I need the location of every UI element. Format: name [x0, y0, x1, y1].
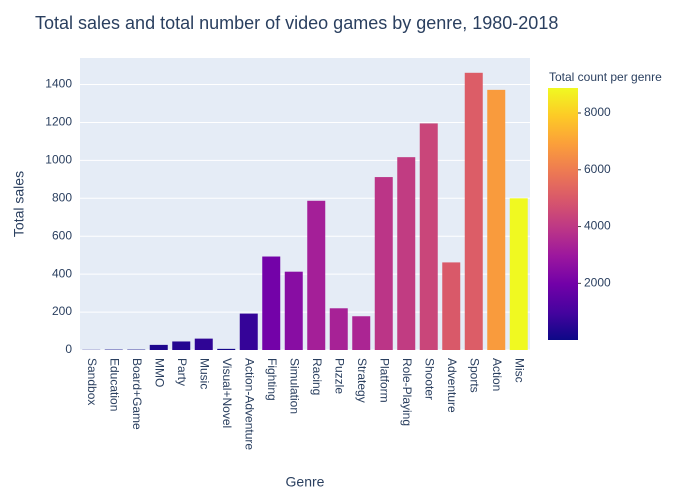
plot-area [80, 58, 530, 350]
bar [374, 177, 393, 350]
x-tick-label: Education [108, 358, 122, 411]
y-tick-label: 1200 [45, 115, 72, 129]
bar [149, 344, 168, 350]
x-tick-label: Misc [513, 358, 527, 383]
x-tick-label: Role-Playing [400, 358, 414, 426]
x-tick-label: Shooter [423, 358, 437, 400]
bar [442, 262, 461, 350]
x-tick-label: Simulation [288, 358, 302, 414]
x-tick-label: Music [198, 358, 212, 389]
bar [262, 256, 281, 350]
y-axis-title: Total sales [11, 171, 27, 237]
x-tick-label: Adventure [445, 358, 459, 413]
bar [487, 89, 506, 350]
y-tick-label: 600 [52, 228, 72, 242]
bar [397, 157, 416, 350]
y-tick-label: 400 [52, 266, 72, 280]
bar [464, 72, 483, 350]
x-tick-label: Fighting [265, 358, 279, 401]
colorbar-tick-label: 4000 [584, 219, 611, 233]
x-tick-label: Sandbox [85, 358, 99, 405]
x-tick-label: Racing [310, 358, 324, 395]
bar [172, 341, 191, 350]
x-tick-label: Platform [378, 358, 392, 403]
x-tick-label: MMO [153, 358, 167, 387]
bar [239, 313, 258, 350]
x-axis-title: Genre [286, 474, 325, 490]
x-tick-label: Board+Game [130, 358, 144, 430]
x-tick-label: Action-Adventure [243, 358, 257, 450]
y-tick-label: 200 [52, 304, 72, 318]
y-tick-label: 0 [65, 342, 72, 356]
y-tick-label: 1400 [45, 77, 72, 91]
x-tick-label: Party [175, 358, 189, 386]
colorbar-tick-label: 2000 [584, 276, 611, 290]
bar [352, 316, 371, 350]
bar [307, 200, 326, 350]
bar [419, 123, 438, 350]
bar [329, 308, 348, 350]
x-tick-label: Visual+Novel [220, 358, 234, 428]
bar [217, 348, 236, 350]
x-tick-label: Sports [468, 358, 482, 393]
colorbar-tick-label: 8000 [584, 105, 611, 119]
colorbar [548, 88, 578, 340]
x-tick-label: Action [490, 358, 504, 391]
x-tick-label: Strategy [355, 358, 369, 403]
y-tick-label: 800 [52, 190, 72, 204]
bar [509, 198, 528, 350]
y-tick-label: 1000 [45, 153, 72, 167]
x-tick-label: Puzzle [333, 358, 347, 394]
colorbar-title: Total count per genre [549, 70, 662, 84]
bar [194, 338, 213, 350]
chart-title: Total sales and total number of video ga… [35, 13, 558, 33]
bar [284, 271, 303, 350]
colorbar-tick-label: 6000 [584, 162, 611, 176]
